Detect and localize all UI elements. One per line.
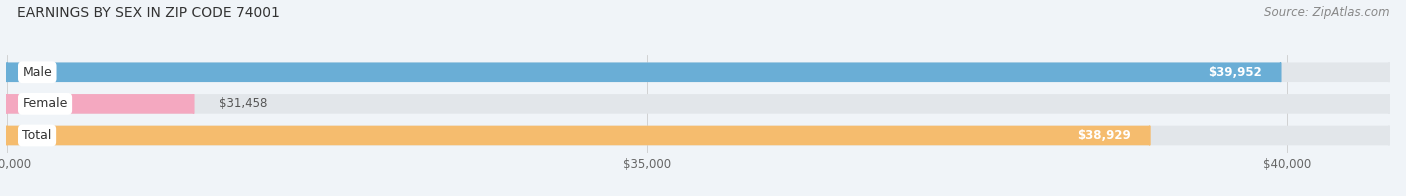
FancyBboxPatch shape — [7, 63, 1389, 82]
Text: $39,952: $39,952 — [1208, 66, 1261, 79]
Text: EARNINGS BY SEX IN ZIP CODE 74001: EARNINGS BY SEX IN ZIP CODE 74001 — [17, 6, 280, 20]
Text: Source: ZipAtlas.com: Source: ZipAtlas.com — [1264, 6, 1389, 19]
Text: $31,458: $31,458 — [219, 97, 267, 110]
FancyBboxPatch shape — [7, 126, 1389, 145]
FancyBboxPatch shape — [7, 126, 1150, 145]
FancyBboxPatch shape — [7, 63, 1281, 82]
Text: Female: Female — [22, 97, 67, 110]
Text: Total: Total — [22, 129, 52, 142]
FancyBboxPatch shape — [7, 94, 1389, 114]
Text: $38,929: $38,929 — [1077, 129, 1130, 142]
Text: Male: Male — [22, 66, 52, 79]
FancyBboxPatch shape — [7, 94, 194, 114]
